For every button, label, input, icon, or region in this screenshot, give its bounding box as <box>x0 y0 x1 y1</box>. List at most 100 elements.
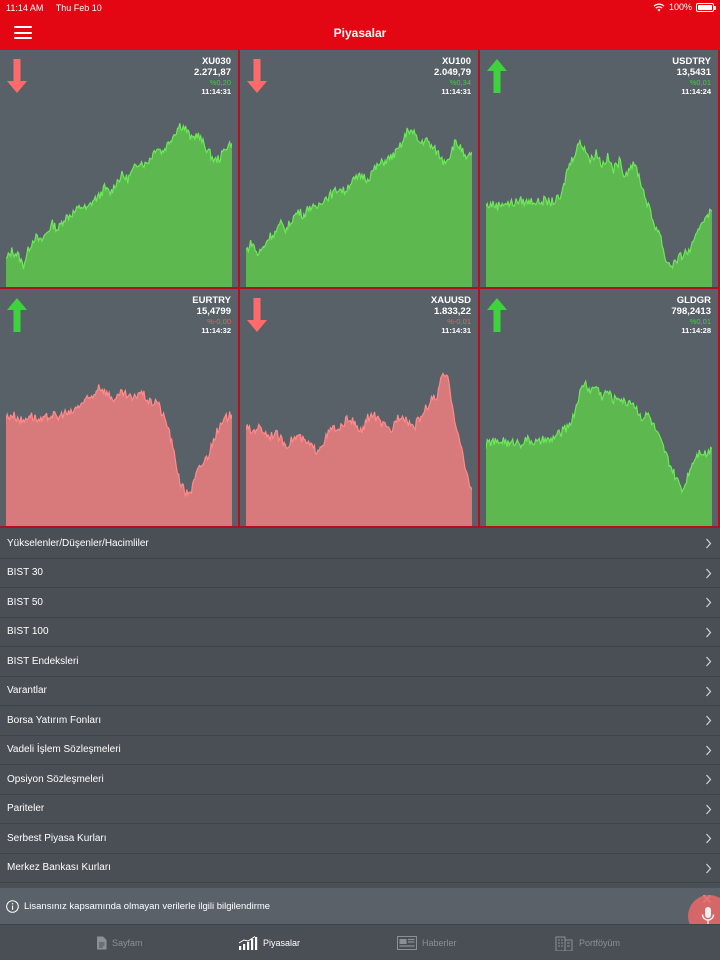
tab-bar: Sayfam Piyasalar Haberler Portföyüm <box>0 924 720 960</box>
menu-item[interactable]: Pariteler <box>0 795 720 824</box>
menu-item[interactable]: Vadeli İşlem Sözleşmeleri <box>0 736 720 765</box>
price-chart <box>486 138 712 287</box>
tab-label: Haberler <box>422 938 457 948</box>
chart-area <box>486 140 712 287</box>
market-grid: XU030 2.271,87 %0,20 11:14:31 XU100 2.049,79%… <box>0 50 720 528</box>
menu-item-label: BIST 30 <box>7 567 43 579</box>
chart-line <box>486 379 712 495</box>
document-icon <box>97 936 107 950</box>
menu-item[interactable]: BIST 30 <box>0 559 720 588</box>
tile-info: XU030 2.271,87 %0,20 11:14:31 <box>194 56 231 96</box>
trend-down-arrow-icon <box>7 59 27 93</box>
price-chart <box>6 384 232 526</box>
market-tile-xu030[interactable]: XU030 2.271,87 %0,20 11:14:31 <box>0 50 238 287</box>
chart-area <box>6 123 232 287</box>
market-tile-xauusd[interactable]: XAUUSD 1.833,22 %-0,01 11:14:31 <box>240 289 478 526</box>
tile-value: 15,4799 <box>196 306 231 317</box>
tile-time: 11:14:31 <box>441 326 471 335</box>
battery-percent: 100% <box>668 2 692 12</box>
menu-item-label: Serbest Piyasa Kurları <box>7 832 107 844</box>
menu-item-label: Borsa Yatırım Fonları <box>7 714 102 726</box>
tile-symbol: XU030 <box>201 56 231 67</box>
tile-time: 11:14:31 <box>201 87 231 96</box>
tab-haberler[interactable]: Haberler <box>397 934 457 952</box>
menu-item[interactable]: BIST Endeksleri <box>0 647 720 677</box>
chart-area <box>246 127 472 287</box>
menu-item-label: BIST 50 <box>7 596 43 608</box>
chart-line <box>246 127 472 257</box>
tile-info: EURTRY 15,4799 %-0,00 11:14:32 <box>192 295 231 335</box>
tile-value: 13,5431 <box>676 67 711 78</box>
tile-info: GLDGR 798,2413 %0,01 11:14:28 <box>671 295 711 335</box>
tile-value: 1.833,22 <box>434 306 471 317</box>
market-tile-xu100[interactable]: XU100 2.049,79 %0,34 11:14:31 <box>240 50 478 287</box>
chevron-right-icon <box>706 597 712 608</box>
tile-change: %0,34 <box>449 78 471 87</box>
price-chart <box>246 127 472 287</box>
tile-time: 11:14:28 <box>681 326 711 335</box>
battery-icon <box>696 2 716 12</box>
menu-item-label: BIST 100 <box>7 626 49 638</box>
price-chart <box>246 372 472 526</box>
price-chart <box>486 379 712 526</box>
chart-area <box>6 384 232 526</box>
chart-line <box>246 372 472 491</box>
chart-line <box>486 138 712 270</box>
tile-time: 11:14:31 <box>441 87 471 96</box>
menu-item-label: Pariteler <box>7 803 45 815</box>
menu-item[interactable]: Merkez Bankası Kurları <box>0 854 720 883</box>
menu-item[interactable]: Borsa Yatırım Fonları <box>0 706 720 736</box>
chevron-right-icon <box>706 686 712 696</box>
trend-up-arrow-icon <box>487 298 507 332</box>
tile-value: 2.271,87 <box>194 67 231 78</box>
chevron-right-icon <box>706 627 712 637</box>
menu-item-label: Vadeli İşlem Sözleşmeleri <box>7 744 121 756</box>
tile-symbol: USDTRY <box>672 56 711 67</box>
tile-change: %0,20 <box>209 78 231 87</box>
top-bar: 11:14 AM Thu Feb 10 100% Piyasalar <box>0 0 720 50</box>
chevron-right-icon <box>706 774 712 785</box>
menu-item-label: Varantlar <box>7 685 47 697</box>
chevron-right-icon <box>706 863 712 873</box>
notice-text: Lisansınız kapsamında olmayan verilerle … <box>24 900 271 912</box>
menu-item[interactable]: Serbest Piyasa Kurları <box>0 824 720 854</box>
tab-sayfam[interactable]: Sayfam <box>96 934 143 952</box>
chart-area <box>486 381 712 526</box>
license-notice[interactable]: Lisansınız kapsamında olmayan verilerle … <box>0 888 720 924</box>
menu-item[interactable]: Yükselenler/Düşenler/Hacimliler <box>0 529 720 559</box>
tab-label: Portföyüm <box>579 938 621 948</box>
market-tile-usdtry[interactable]: USDTRY 13,5431 %0,01 11:14:24 <box>480 50 718 287</box>
menu-item[interactable]: BIST 100 <box>0 618 720 647</box>
chevron-right-icon <box>706 804 712 814</box>
menu-icon[interactable] <box>14 26 32 40</box>
menu-item-label: Merkez Bankası Kurları <box>7 862 111 874</box>
market-tile-eurtry[interactable]: EURTRY 15,4799 %-0,00 11:14:32 <box>0 289 238 526</box>
status-date: Thu Feb 10 <box>55 3 102 13</box>
tile-info: XU100 2.049,79 %0,34 11:14:31 <box>434 56 471 96</box>
tile-time: 11:14:32 <box>201 326 231 335</box>
tab-label: Sayfam <box>112 938 143 948</box>
menu-item[interactable]: BIST 50 <box>0 588 720 618</box>
tab-label: Piyasalar <box>263 938 301 948</box>
chart-line <box>6 123 232 270</box>
trend-up-arrow-icon <box>487 59 507 93</box>
tab-piyasalar[interactable]: Piyasalar <box>238 934 300 952</box>
news-icon <box>397 936 417 950</box>
menu-item-label: Yükselenler/Düşenler/Hacimliler <box>7 537 149 549</box>
info-icon <box>6 899 19 913</box>
chevron-right-icon <box>706 715 712 726</box>
chevron-right-icon <box>706 538 712 549</box>
chevron-right-icon <box>706 833 712 844</box>
menu-item[interactable]: Varantlar <box>0 677 720 706</box>
tab-portfoyum[interactable]: Portföyüm <box>554 934 620 952</box>
tile-change: %-0,01 <box>447 317 471 326</box>
building-icon <box>555 936 573 951</box>
menu-item[interactable]: Opsiyon Sözleşmeleri <box>0 765 720 795</box>
menu-item-label: Opsiyon Sözleşmeleri <box>7 773 104 785</box>
chart-area <box>246 373 472 526</box>
trend-down-arrow-icon <box>247 59 267 93</box>
trend-up-arrow-icon <box>7 298 27 332</box>
microphone-icon <box>701 907 715 924</box>
market-tile-gldgr[interactable]: GLDGR 798,2413 %0,01 11:14:28 <box>480 289 718 526</box>
status-time: 11:14 AM <box>6 3 44 13</box>
